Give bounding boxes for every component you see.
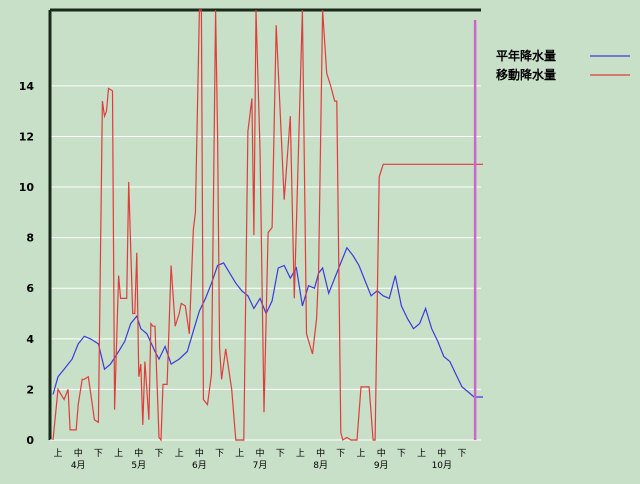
x-tick-label: 下 [276,449,285,459]
x-tick-label: 上 [235,448,244,459]
x-tick-label: 上 [175,448,184,459]
legend-label-moving: 移動降水量 [496,67,556,82]
axes [48,8,481,441]
x-tick-label: 下 [215,449,224,459]
month-label: 9月 [374,460,389,471]
moving-precipitation-line [52,9,483,442]
x-tick-label: 中 [74,447,83,459]
y-tick-label: 10 [19,181,35,194]
x-tick-label: 中 [195,447,204,459]
month-label: 6月 [192,460,207,471]
x-tick-label: 中 [377,447,386,459]
y-tick-label: 8 [26,232,34,245]
x-tick-label: 中 [437,447,446,459]
tick-labels: 02468101214上中下上中下上中下上中下上中下上中下上中下4月 5月 6月 7月… [19,80,467,471]
x-tick-label: 下 [336,449,345,459]
legend-label-normal: 平年降水量 [496,48,556,63]
x-tick-label: 中 [134,447,143,459]
x-tick-label: 中 [316,447,325,459]
y-tick-label: 4 [26,333,34,346]
x-tick-label: 上 [417,448,426,459]
x-tick-label: 下 [94,449,103,459]
x-tick-label: 下 [397,449,406,459]
month-label: 4月 [71,460,86,471]
x-tick-label: 下 [154,449,163,459]
x-tick-label: 上 [296,448,305,459]
y-tick-label: 2 [26,383,34,396]
month-label: 5月 [131,460,146,471]
series-lines [52,9,483,442]
y-tick-label: 6 [26,282,34,295]
x-tick-label: 上 [53,448,62,459]
normal-precipitation-line [52,246,483,398]
month-label: 8月 [313,460,328,471]
y-tick-label: 0 [26,434,34,447]
y-tick-label: 14 [19,80,35,93]
x-tick-label: 上 [356,448,365,459]
month-label: 7月 [253,460,268,471]
x-tick-label: 中 [255,447,264,459]
month-label: 10月 [432,460,452,471]
y-tick-label: 12 [19,130,34,143]
x-tick-label: 上 [114,448,123,459]
x-tick-label: 下 [457,449,466,459]
